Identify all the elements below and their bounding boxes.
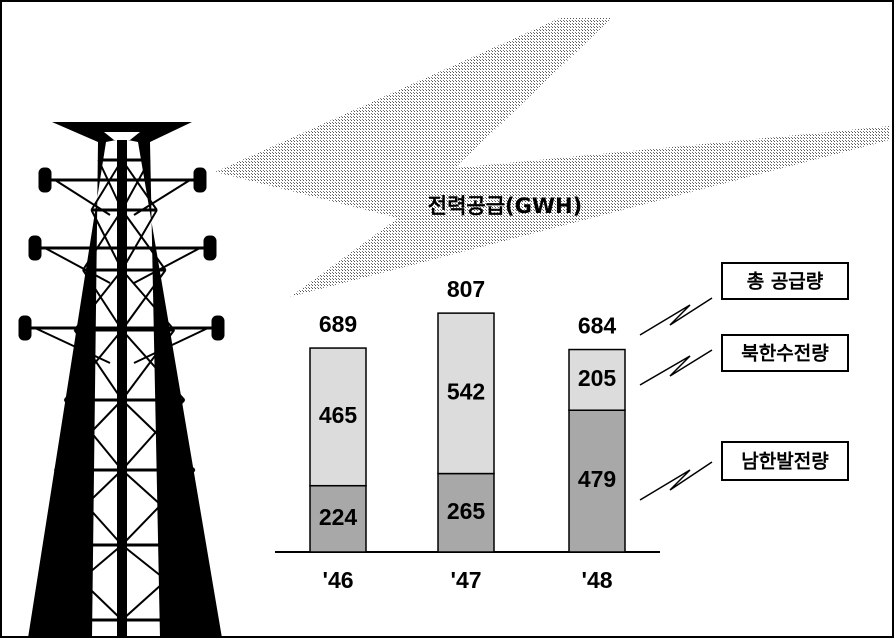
- insulator: [38, 167, 52, 193]
- bar-segment: [437, 472, 495, 553]
- legend-label: 남한발전량: [741, 451, 829, 473]
- tower-strut: [53, 469, 123, 546]
- tower-arm: [133, 179, 191, 216]
- insulator: [18, 315, 32, 341]
- bar-segment: [568, 409, 626, 553]
- tower: [18, 122, 225, 638]
- bar-segment: [568, 348, 626, 411]
- x-tick-label: '46: [322, 567, 353, 593]
- chart-title: 전력공급(GWH): [428, 194, 582, 218]
- tower-strut: [121, 399, 196, 471]
- tower-strut: [121, 544, 218, 621]
- tower-strut: [90, 209, 123, 271]
- legend-label: 총 공급량: [747, 271, 824, 293]
- x-tick-label: '47: [450, 567, 481, 593]
- x-tick-label: '48: [581, 567, 612, 593]
- total-label: 684: [578, 313, 617, 339]
- tower-strut: [121, 269, 167, 331]
- tower-strut: [97, 159, 123, 211]
- total-label: 689: [319, 311, 357, 337]
- value-label: 265: [447, 498, 486, 524]
- tower-strut: [121, 209, 158, 271]
- value-label: 465: [319, 402, 358, 428]
- legend-box: [721, 441, 849, 481]
- tower-strut: [82, 269, 123, 331]
- lightning: [215, 18, 890, 297]
- insulator: [211, 315, 225, 341]
- bar-segment: [309, 347, 367, 487]
- tower-arm: [133, 327, 209, 364]
- tower-strut: [82, 209, 123, 271]
- legend: 총 공급량 북한수전량 남한발전량: [639, 262, 849, 501]
- tower-strut: [121, 544, 207, 621]
- pointer: [639, 297, 713, 336]
- legend-box: [721, 334, 849, 372]
- tower-strut: [121, 329, 176, 401]
- insulator: [193, 167, 207, 193]
- tower-strut: [63, 399, 123, 471]
- bar-segment: [309, 484, 367, 553]
- pointer: [639, 349, 713, 386]
- bar-segment: [437, 312, 495, 475]
- tower-strut: [121, 159, 151, 211]
- tower-arm: [54, 179, 111, 216]
- value-label: 542: [447, 378, 485, 404]
- tower-strut: [73, 269, 123, 331]
- tower-strut: [121, 469, 196, 546]
- pointer: [639, 461, 713, 501]
- total-label: 807: [447, 276, 485, 302]
- tower-arm: [133, 247, 201, 284]
- tower-arm: [34, 327, 111, 364]
- tower-strut: [43, 544, 123, 621]
- tower-strut: [32, 544, 123, 621]
- tower-strut: [73, 329, 123, 401]
- tower-arm: [44, 247, 111, 284]
- legend-box: [721, 262, 849, 300]
- insulator: [203, 235, 217, 261]
- value-label: 224: [319, 504, 358, 530]
- tower-strut: [63, 329, 123, 401]
- tower-strut: [121, 399, 186, 471]
- value-label: 479: [578, 466, 616, 492]
- tower-strut: [121, 329, 186, 401]
- tower-strut: [121, 159, 158, 211]
- insulator: [28, 235, 42, 261]
- legend-label: 북한수전량: [741, 343, 829, 365]
- tower-strut: [53, 399, 123, 471]
- tower-strut: [121, 269, 176, 331]
- tower-strut: [121, 209, 167, 271]
- tower-strut: [43, 469, 123, 546]
- tower-strut: [121, 469, 207, 546]
- tower-strut: [90, 159, 123, 211]
- value-label: 205: [578, 365, 617, 391]
